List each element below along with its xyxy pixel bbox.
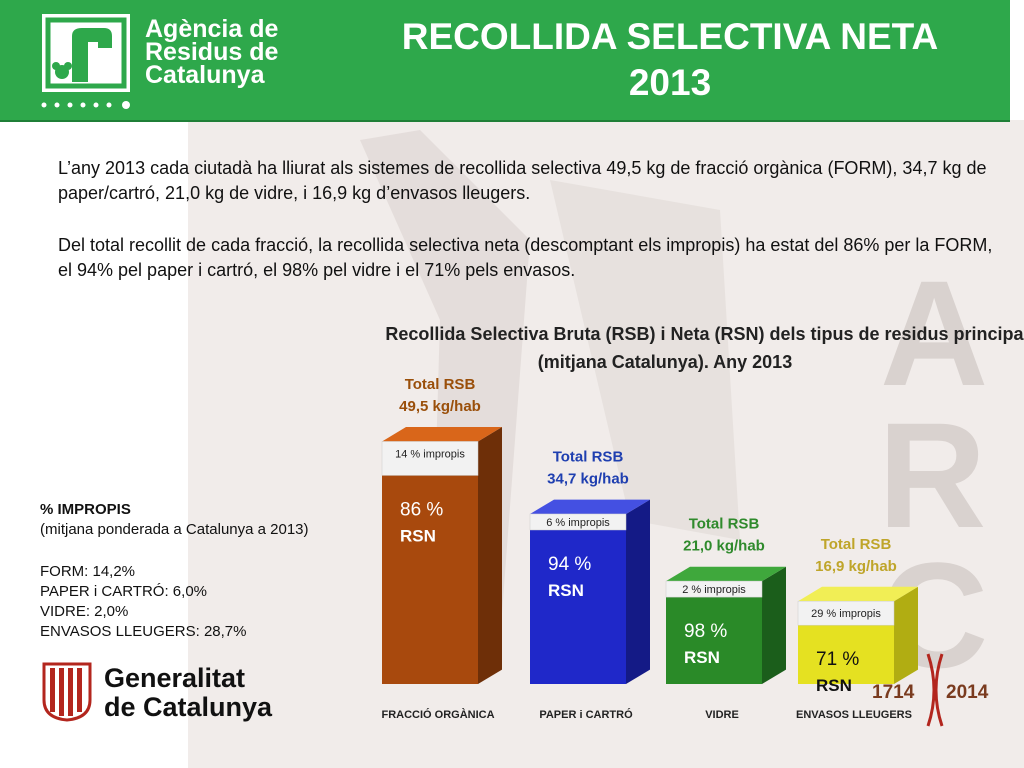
impropis-item: VIDRE: 2,0% — [40, 603, 129, 620]
bar-rsn — [382, 475, 478, 684]
category-label: VIDRE — [705, 709, 739, 721]
rsn-label: RSN — [684, 648, 720, 667]
anniversary-year-2014: 2014 — [946, 682, 989, 703]
bar-rsn — [530, 529, 626, 684]
bar-top — [382, 427, 502, 442]
anniversary-cross-icon — [926, 653, 944, 727]
category-label: PAPER i CARTRÓ — [539, 708, 633, 721]
bar-impropis — [665, 580, 763, 598]
chart-title: Recollida Selectiva Bruta (RSB) i Neta (… — [385, 324, 1024, 344]
category-label: FRACCIÓ ORGÀNICA — [381, 708, 494, 721]
bar-rsn — [798, 625, 894, 684]
chart-title-line2: (mitjana Catalunya). Any 2013 — [538, 352, 792, 372]
impropis-subheading: (mitjana ponderada a Catalunya a 2013) — [40, 521, 309, 538]
intro-paragraph-1: L’any 2013 cada ciutadà ha lliurat als s… — [58, 158, 987, 203]
watermark-letter-a: A — [880, 249, 989, 417]
page-title: RECOLLIDA SELECTIVA NETA 2013 — [401, 16, 939, 103]
rsn-label: RSN — [816, 676, 852, 695]
total-kg-label: 34,7 kg/hab — [547, 471, 629, 488]
rsn-percent-label: 71 % — [816, 649, 859, 670]
total-kg-label: 49,5 kg/hab — [399, 398, 481, 415]
rsn-percent-label: 86 % — [400, 499, 443, 520]
impropis-label: 29 % impropis — [811, 608, 881, 620]
watermark-letter-r: R — [878, 391, 987, 559]
logo-dots-icon — [41, 101, 130, 109]
impropis-summary: % IMPROPIS (mitjana ponderada a Cataluny… — [40, 500, 309, 642]
rsn-percent-label: 98 % — [684, 621, 727, 642]
header-bar: Agència de Residus de Catalunya RECOLLID… — [0, 0, 1010, 122]
impropis-label: 14 % impropis — [395, 448, 465, 460]
total-kg-label: 16,9 kg/hab — [815, 558, 897, 575]
total-rsb-label: Total RSB — [821, 536, 892, 553]
impropis-label: 2 % impropis — [682, 584, 746, 596]
arc-logo — [42, 14, 130, 92]
rsn-percent-label: 94 % — [548, 554, 591, 575]
bar-impropis — [797, 600, 895, 626]
total-kg-label: 21,0 kg/hab — [683, 538, 765, 555]
bar-side — [762, 566, 786, 684]
generalitat-text: Generalitat de Catalunya — [104, 663, 273, 722]
impropis-heading: % IMPROPIS — [40, 501, 131, 518]
bar-impropis — [529, 513, 627, 531]
logo-text: Agència de Residus de Catalunya — [145, 15, 279, 89]
bar-side — [626, 499, 650, 684]
total-rsb-label: Total RSB — [553, 449, 624, 466]
impropis-item: FORM: 14,2% — [40, 563, 136, 580]
bar-side — [894, 586, 918, 684]
total-rsb-label: Total RSB — [405, 376, 476, 393]
bar-top — [530, 499, 650, 514]
intro-paragraph-2: Del total recollit de cada fracció, la r… — [58, 235, 993, 280]
bar-rsn — [666, 597, 762, 684]
impropis-item: PAPER i CARTRÓ: 6,0% — [40, 583, 207, 600]
recollida-chart: Recollida Selectiva Bruta (RSB) i Neta (… — [381, 324, 1024, 721]
arc-logo-icon — [45, 17, 127, 89]
impropis-label: 6 % impropis — [546, 517, 610, 529]
bar-top — [798, 586, 918, 602]
bar-side — [478, 427, 502, 684]
anniversary-mark: 1714 2014 — [870, 650, 1000, 730]
total-rsb-label: Total RSB — [689, 516, 760, 533]
bar-impropis — [381, 441, 479, 476]
category-label: ENVASOS LLEUGERS — [796, 709, 912, 721]
anniversary-year-1714: 1714 — [872, 682, 915, 703]
rsn-label: RSN — [548, 581, 584, 600]
generalitat-emblem-icon — [42, 662, 92, 722]
bar-top — [666, 566, 786, 582]
impropis-item: ENVASOS LLEUGERS: 28,7% — [40, 623, 247, 640]
rsn-label: RSN — [400, 526, 436, 545]
